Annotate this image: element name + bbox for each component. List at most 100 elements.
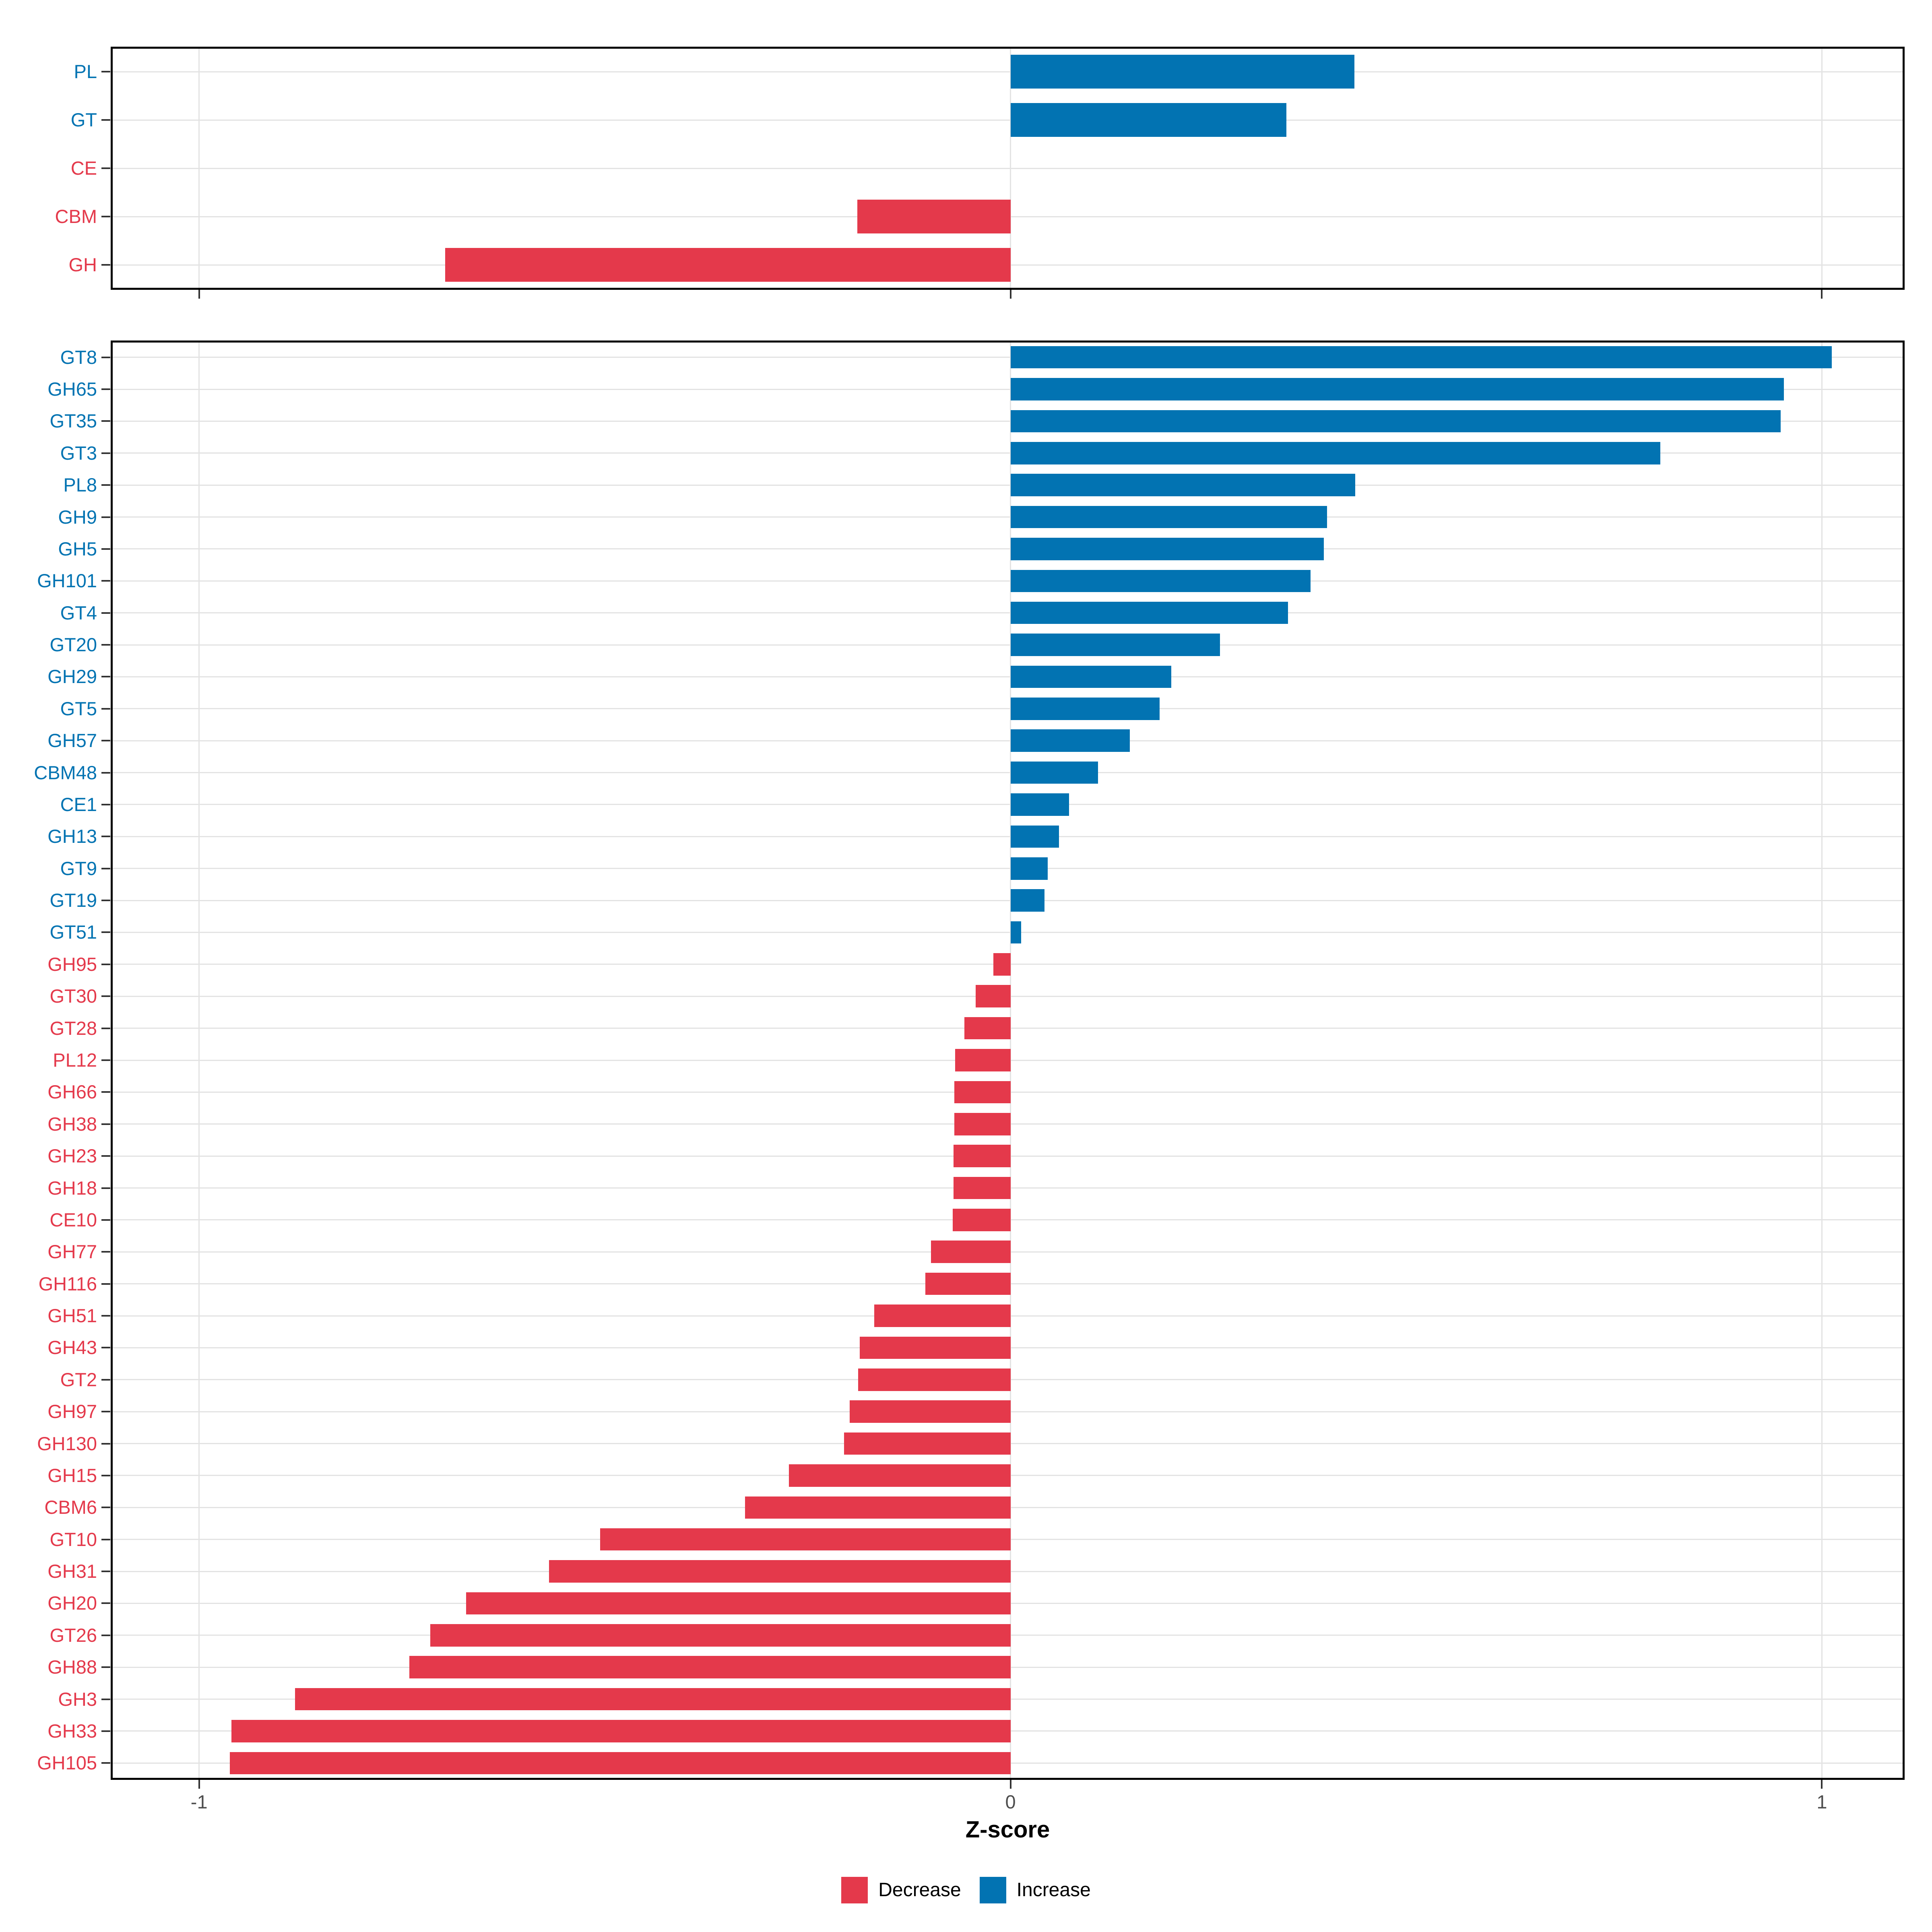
y-axis-tick (101, 264, 110, 266)
bar-GT10 (600, 1528, 1011, 1551)
category-label-PL8: PL8 (63, 474, 97, 496)
category-label-PL: PL (74, 61, 97, 82)
y-axis-tick (101, 1730, 110, 1732)
category-label-GT19: GT19 (50, 890, 97, 911)
bar-CE1 (1010, 793, 1069, 816)
y-gridline (111, 900, 1904, 901)
category-label-CBM: CBM (55, 206, 97, 227)
category-label-GH9: GH9 (58, 506, 97, 528)
y-axis-tick (101, 484, 110, 486)
bar-GT28 (964, 1017, 1011, 1040)
bar-GH31 (549, 1560, 1011, 1583)
category-label-GT5: GT5 (60, 698, 97, 719)
bar-GT20 (1010, 634, 1220, 656)
category-label-GH77: GH77 (47, 1241, 97, 1263)
y-axis-tick (101, 995, 110, 997)
legend-key-decrease (841, 1877, 868, 1903)
y-axis-tick (101, 548, 110, 550)
category-label-GH88: GH88 (47, 1656, 97, 1678)
category-label-GH130: GH130 (37, 1432, 97, 1454)
bar-GH43 (859, 1336, 1011, 1359)
bar-PL (1010, 55, 1355, 89)
legend-label-decrease: Decrease (878, 1879, 961, 1901)
category-label-GT10: GT10 (50, 1528, 97, 1550)
category-label-GH20: GH20 (47, 1592, 97, 1614)
y-gridline (111, 71, 1904, 72)
category-label-GH38: GH38 (47, 1113, 97, 1135)
bar-GH95 (993, 953, 1011, 976)
category-label-CBM6: CBM6 (44, 1496, 97, 1518)
category-label-GH5: GH5 (58, 538, 97, 559)
category-label-GH105: GH105 (37, 1752, 97, 1774)
category-label-GH116: GH116 (38, 1273, 97, 1294)
x-tick-label-0: 0 (1005, 1791, 1016, 1812)
x-axis-tick (1821, 290, 1823, 299)
category-label-GT9: GT9 (60, 857, 97, 879)
bar-GH105 (230, 1752, 1011, 1775)
bar-GH57 (1010, 729, 1130, 752)
y-gridline (111, 516, 1904, 518)
y-axis-tick (101, 708, 110, 710)
bar-CBM48 (1010, 761, 1098, 784)
category-label-GT2: GT2 (60, 1368, 97, 1390)
y-gridline (111, 868, 1904, 869)
y-gridline (111, 644, 1904, 646)
category-label-GT30: GT30 (50, 985, 97, 1007)
y-axis-tick (101, 900, 110, 902)
y-axis-tick (101, 1123, 110, 1125)
y-axis-tick (101, 644, 110, 646)
category-label-CE: CE (70, 157, 97, 179)
category-label-GH: GH (68, 254, 97, 275)
y-gridline (111, 484, 1904, 486)
y-axis-tick (101, 867, 110, 869)
y-gridline (111, 580, 1904, 582)
y-axis-tick (101, 676, 110, 678)
x-axis-tick (198, 1780, 200, 1789)
y-axis-tick (101, 772, 110, 774)
category-label-GH31: GH31 (47, 1560, 97, 1582)
category-label-GH29: GH29 (47, 666, 97, 687)
bar-GH29 (1010, 665, 1171, 688)
y-axis-tick (101, 452, 110, 454)
bar-CE10 (953, 1209, 1011, 1231)
bar-GT2 (858, 1368, 1011, 1391)
y-axis-tick (101, 612, 110, 614)
y-axis-tick (101, 1251, 110, 1253)
bar-GH (445, 248, 1011, 282)
y-axis-tick (101, 1379, 110, 1381)
bar-GT5 (1010, 698, 1160, 720)
cazyme-class-panel (111, 47, 1904, 289)
y-axis-tick (101, 1634, 110, 1636)
category-label-GH15: GH15 (47, 1464, 97, 1486)
category-label-GH101: GH101 (37, 570, 97, 592)
category-label-GH43: GH43 (47, 1337, 97, 1358)
bar-GH3 (295, 1688, 1011, 1711)
category-label-GH65: GH65 (47, 378, 97, 400)
y-axis-tick (101, 516, 110, 518)
category-label-GH97: GH97 (47, 1401, 97, 1422)
bar-GH65 (1010, 378, 1784, 400)
y-gridline (111, 452, 1904, 454)
bar-GH15 (789, 1464, 1011, 1487)
bar-GH5 (1010, 538, 1324, 560)
category-label-GH57: GH57 (47, 730, 97, 751)
y-gridline (111, 388, 1904, 390)
y-gridline (111, 804, 1904, 805)
bar-GH130 (844, 1432, 1011, 1455)
bar-GH33 (231, 1720, 1011, 1742)
bar-GH23 (954, 1145, 1011, 1167)
bar-GT3 (1010, 442, 1661, 464)
y-axis-tick (101, 1538, 110, 1540)
bar-GT35 (1010, 410, 1781, 433)
y-axis-tick (101, 1187, 110, 1189)
y-axis-tick (101, 1474, 110, 1476)
category-label-GT20: GT20 (50, 634, 97, 656)
category-label-CE10: CE10 (50, 1209, 97, 1230)
bar-PL8 (1010, 474, 1356, 496)
bar-GH38 (954, 1113, 1011, 1135)
y-gridline (111, 548, 1904, 550)
y-axis-tick (101, 216, 110, 217)
bar-GH97 (850, 1400, 1011, 1423)
bar-GH51 (874, 1305, 1011, 1327)
